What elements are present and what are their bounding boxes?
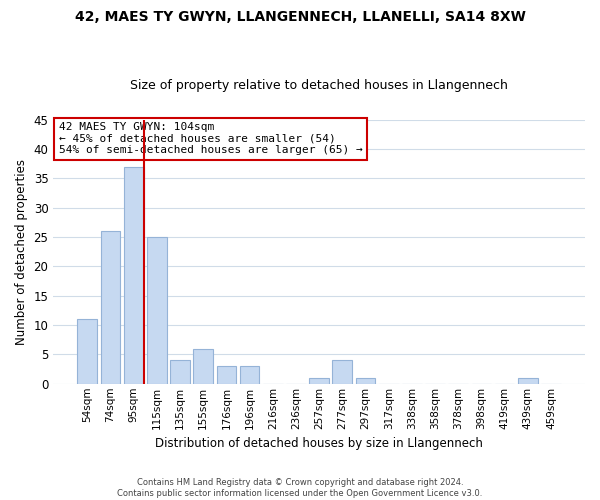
Bar — [101, 231, 121, 384]
Y-axis label: Number of detached properties: Number of detached properties — [15, 158, 28, 344]
Text: 42, MAES TY GWYN, LLANGENNECH, LLANELLI, SA14 8XW: 42, MAES TY GWYN, LLANGENNECH, LLANELLI,… — [74, 10, 526, 24]
Bar — [240, 366, 259, 384]
X-axis label: Distribution of detached houses by size in Llangennech: Distribution of detached houses by size … — [155, 437, 483, 450]
Bar — [147, 237, 167, 384]
Bar — [193, 348, 213, 384]
Bar — [170, 360, 190, 384]
Bar — [217, 366, 236, 384]
Bar — [518, 378, 538, 384]
Bar — [124, 166, 143, 384]
Bar — [77, 319, 97, 384]
Bar — [356, 378, 376, 384]
Bar — [332, 360, 352, 384]
Bar — [309, 378, 329, 384]
Text: 42 MAES TY GWYN: 104sqm
← 45% of detached houses are smaller (54)
54% of semi-de: 42 MAES TY GWYN: 104sqm ← 45% of detache… — [59, 122, 362, 156]
Text: Contains HM Land Registry data © Crown copyright and database right 2024.
Contai: Contains HM Land Registry data © Crown c… — [118, 478, 482, 498]
Title: Size of property relative to detached houses in Llangennech: Size of property relative to detached ho… — [130, 79, 508, 92]
